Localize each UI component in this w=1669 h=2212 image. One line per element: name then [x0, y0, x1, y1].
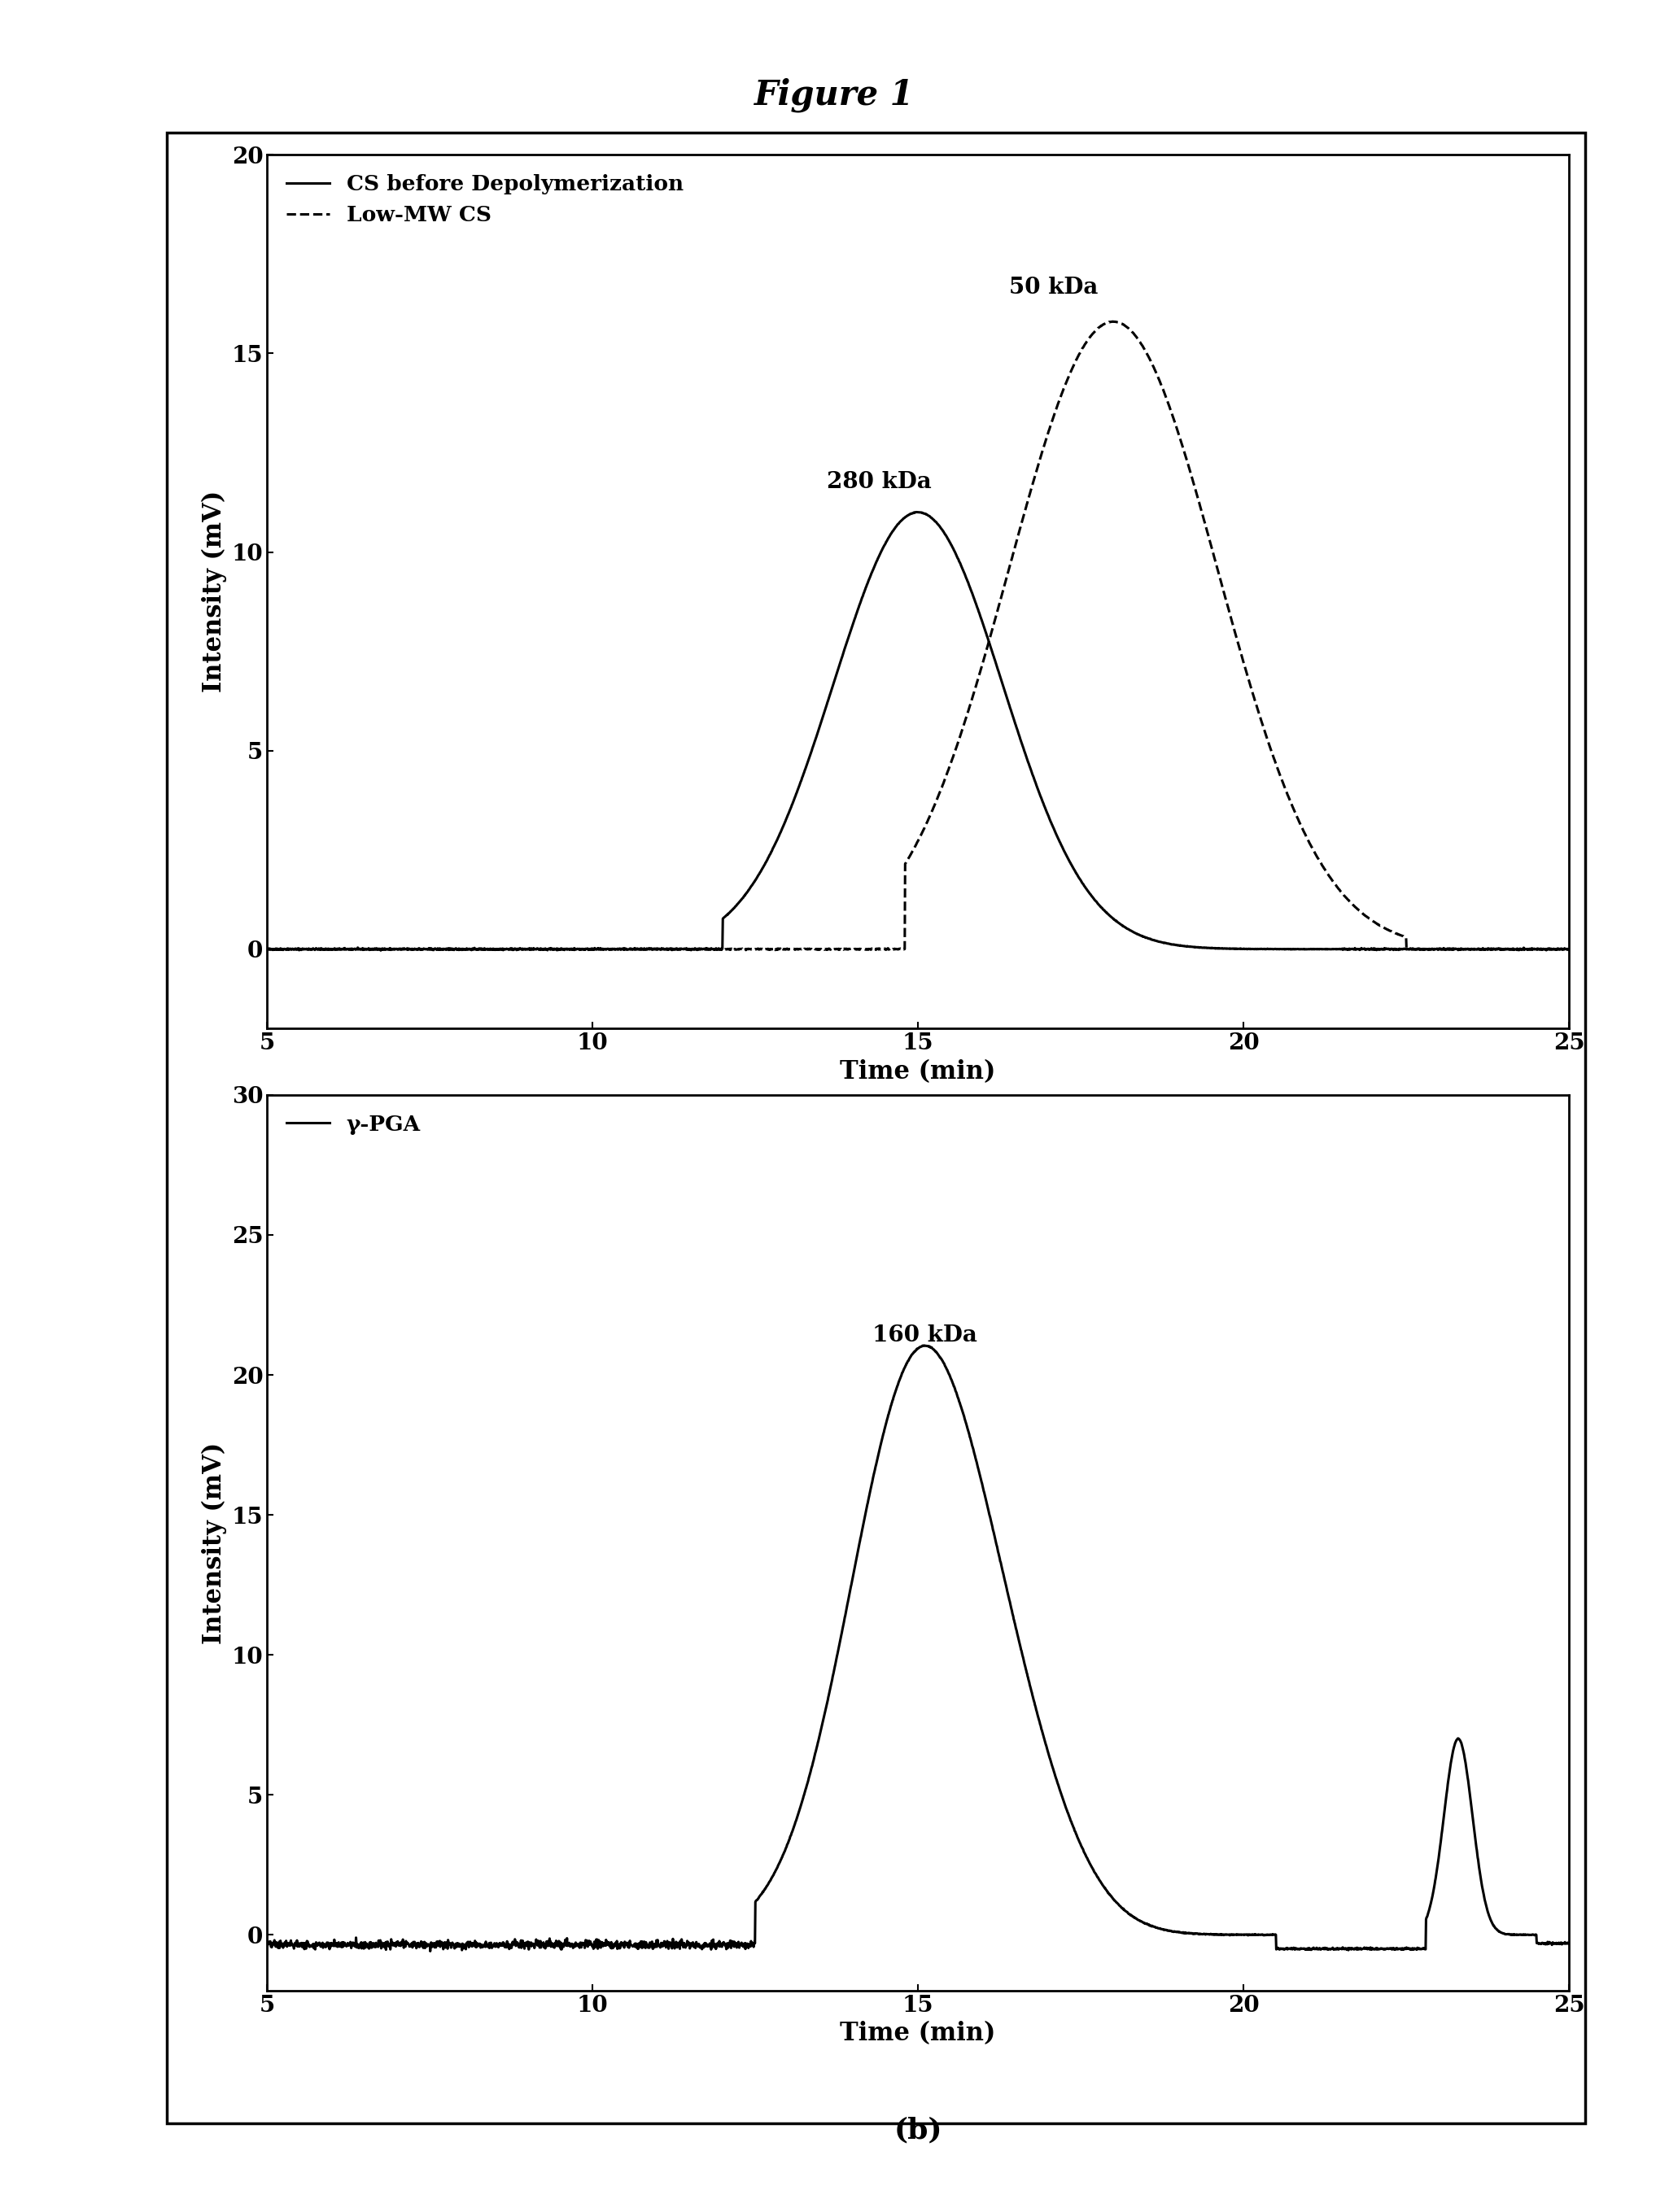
Text: (b): (b)	[893, 2117, 943, 2143]
Line: γ-PGA: γ-PGA	[267, 1345, 1569, 1951]
Low-MW CS	[1559, 936, 1579, 962]
X-axis label: Time (min): Time (min)	[840, 2022, 996, 2046]
γ-PGA	[484, 1933, 504, 1960]
CS before Depolymerization	[1534, 936, 1554, 962]
Legend: γ-PGA: γ-PGA	[277, 1106, 429, 1144]
CS before Depolymerization	[1394, 936, 1414, 962]
CS before Depolymerization	[906, 500, 926, 526]
Text: Figure 1: Figure 1	[754, 77, 915, 113]
Text: 280 kDa: 280 kDa	[826, 471, 931, 493]
γ-PGA	[756, 1874, 776, 1900]
CS before Depolymerization	[371, 938, 391, 964]
Text: 50 kDa: 50 kDa	[1010, 276, 1098, 299]
X-axis label: Time (min): Time (min)	[840, 1060, 996, 1084]
Low-MW CS	[482, 936, 502, 962]
CS before Depolymerization	[1559, 936, 1579, 962]
γ-PGA	[421, 1938, 441, 1964]
γ-PGA	[257, 1933, 277, 1960]
Low-MW CS	[1534, 936, 1554, 962]
CS before Depolymerization	[257, 936, 277, 962]
γ-PGA	[406, 1931, 426, 1958]
Low-MW CS	[736, 938, 756, 964]
CS before Depolymerization	[813, 703, 833, 730]
γ-PGA	[813, 1708, 833, 1734]
Low-MW CS	[813, 936, 833, 962]
γ-PGA	[915, 1332, 935, 1358]
γ-PGA	[1559, 1931, 1579, 1958]
γ-PGA	[1534, 1931, 1554, 1958]
Text: (a): (a)	[895, 1133, 941, 1161]
Y-axis label: Intensity (mV): Intensity (mV)	[202, 1442, 227, 1644]
CS before Depolymerization	[756, 847, 776, 874]
γ-PGA	[1394, 1936, 1414, 1962]
Low-MW CS	[406, 936, 426, 962]
Line: Low-MW CS: Low-MW CS	[267, 321, 1569, 951]
Low-MW CS	[756, 936, 776, 962]
Low-MW CS	[1103, 307, 1123, 334]
Low-MW CS	[257, 936, 277, 962]
Line: CS before Depolymerization: CS before Depolymerization	[267, 513, 1569, 951]
CS before Depolymerization	[484, 936, 504, 962]
Legend: CS before Depolymerization, Low-MW CS: CS before Depolymerization, Low-MW CS	[277, 166, 693, 234]
Low-MW CS	[1394, 922, 1414, 949]
Text: 160 kDa: 160 kDa	[873, 1325, 978, 1347]
Y-axis label: Intensity (mV): Intensity (mV)	[202, 491, 227, 692]
CS before Depolymerization	[406, 936, 426, 962]
